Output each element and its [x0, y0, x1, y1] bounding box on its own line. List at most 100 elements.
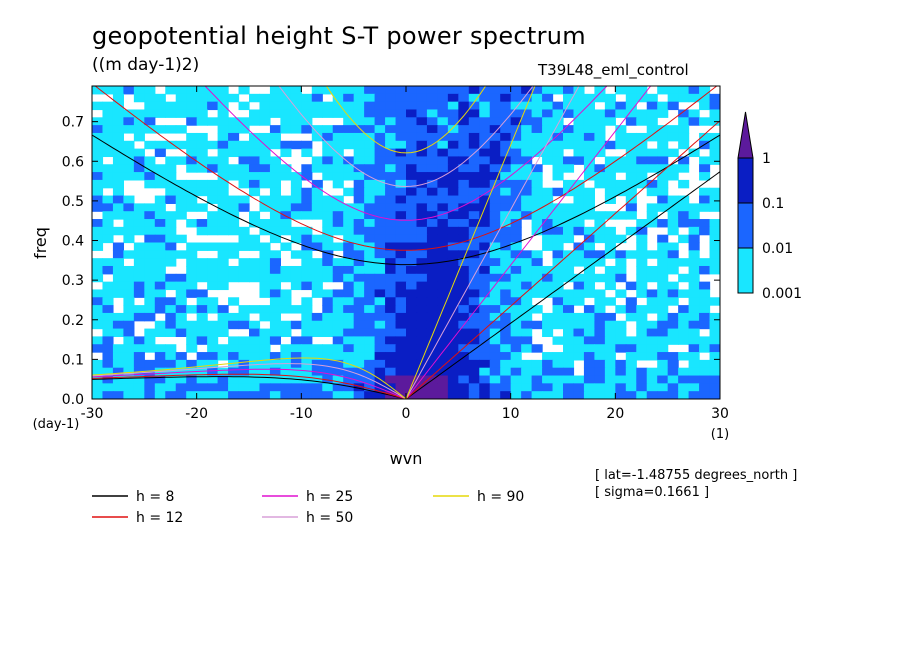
heatmap-cell	[552, 86, 564, 95]
heatmap-cell	[343, 281, 355, 291]
heatmap-cell	[563, 328, 575, 338]
heatmap-cell	[426, 203, 438, 212]
heatmap-cell	[364, 125, 376, 134]
heatmap-cell	[207, 156, 219, 165]
heatmap-cell	[385, 148, 397, 158]
heatmap-cell	[102, 258, 114, 267]
heatmap-cell	[259, 328, 271, 338]
heatmap-cell	[395, 203, 407, 212]
heatmap-cell	[165, 109, 177, 118]
heatmap-cell	[479, 117, 491, 126]
y-axis-units: (day-1)	[33, 417, 80, 432]
heatmap-cell	[374, 273, 386, 283]
heatmap-cell	[343, 140, 355, 150]
heatmap-cell	[311, 203, 323, 212]
heatmap-cell	[322, 273, 334, 283]
heatmap-cell	[479, 93, 491, 103]
heatmap-cell	[290, 117, 302, 126]
heatmap-cell	[322, 125, 334, 134]
heatmap-cell	[238, 258, 250, 267]
heatmap-cell	[688, 117, 700, 126]
heatmap-cell	[699, 281, 711, 291]
heatmap-cell	[332, 297, 344, 306]
heatmap-cell	[322, 242, 334, 251]
heatmap-cell	[489, 391, 501, 399]
heatmap-cell	[364, 281, 376, 291]
heatmap-cell	[688, 359, 700, 369]
heatmap-cell	[406, 101, 418, 111]
heatmap-cell	[604, 172, 616, 181]
heatmap-cell	[343, 383, 355, 392]
heatmap-cell	[542, 281, 554, 291]
heatmap-cell	[625, 140, 637, 150]
heatmap-cell	[353, 367, 365, 377]
heatmap-cell	[238, 125, 250, 134]
heatmap-cell	[594, 383, 606, 392]
heatmap-cell	[144, 336, 156, 345]
heatmap-cell	[217, 117, 229, 126]
heatmap-cell	[657, 391, 669, 399]
heatmap-cell	[353, 117, 365, 126]
heatmap-cell	[154, 383, 166, 392]
heatmap-cell	[563, 156, 575, 165]
heatmap-cell	[500, 195, 512, 204]
heatmap-cell	[563, 109, 575, 118]
heatmap-cell	[468, 297, 480, 306]
heatmap-cell	[207, 273, 219, 283]
heatmap-cell	[301, 211, 313, 220]
heatmap-cell	[123, 305, 135, 314]
heatmap-cell	[468, 179, 480, 189]
heatmap-cell	[92, 195, 104, 204]
heatmap-cell	[332, 359, 344, 369]
heatmap-cell	[133, 117, 145, 126]
heatmap-cell	[583, 367, 595, 377]
heatmap-cell	[437, 352, 449, 361]
heatmap-cell	[385, 359, 397, 369]
heatmap-cell	[259, 156, 271, 165]
heatmap-cell	[165, 281, 177, 291]
heatmap-cell	[374, 226, 386, 236]
heatmap-cell	[489, 352, 501, 361]
heatmap-cell	[542, 391, 554, 399]
heatmap-cell	[259, 391, 271, 399]
heatmap-cell	[385, 336, 397, 345]
heatmap-cell	[531, 359, 543, 369]
heatmap-cell	[500, 258, 512, 267]
heatmap-cell	[552, 336, 564, 345]
heatmap-cell	[709, 109, 720, 118]
heatmap-cell	[186, 375, 198, 384]
heatmap-cell	[594, 250, 606, 259]
heatmap-cell	[709, 391, 720, 399]
heatmap-cell	[311, 359, 323, 369]
heatmap-cell	[102, 226, 114, 236]
heatmap-cell	[500, 320, 512, 330]
heatmap-cell	[437, 250, 449, 259]
heatmap-cell	[144, 297, 156, 306]
heatmap-cell	[657, 336, 669, 345]
heatmap-cell	[322, 234, 334, 244]
heatmap-cell	[416, 367, 428, 377]
heatmap-cell	[364, 336, 376, 345]
heatmap-cell	[709, 219, 720, 228]
heatmap-cell	[563, 305, 575, 314]
heatmap-cell	[416, 93, 428, 103]
heatmap-cell	[636, 219, 648, 228]
heatmap-cell	[406, 164, 418, 173]
heatmap-cell	[426, 234, 438, 244]
heatmap-cell	[510, 320, 522, 330]
gravity-wave-curve	[325, 86, 487, 154]
heatmap-cell	[521, 305, 533, 314]
heatmap-cell	[437, 375, 449, 384]
heatmap-cell	[269, 305, 281, 314]
heatmap-cell	[165, 359, 177, 369]
heatmap-cell	[154, 375, 166, 384]
heatmap-cell	[489, 219, 501, 228]
heatmap-cell	[542, 132, 554, 142]
rossby-curve	[92, 376, 407, 399]
heatmap-cell	[196, 336, 208, 345]
heatmap-cell	[552, 211, 564, 220]
heatmap-cell	[657, 375, 669, 384]
heatmap-cell	[102, 289, 114, 298]
kelvin-curve	[405, 86, 580, 399]
heatmap-cell	[322, 195, 334, 204]
